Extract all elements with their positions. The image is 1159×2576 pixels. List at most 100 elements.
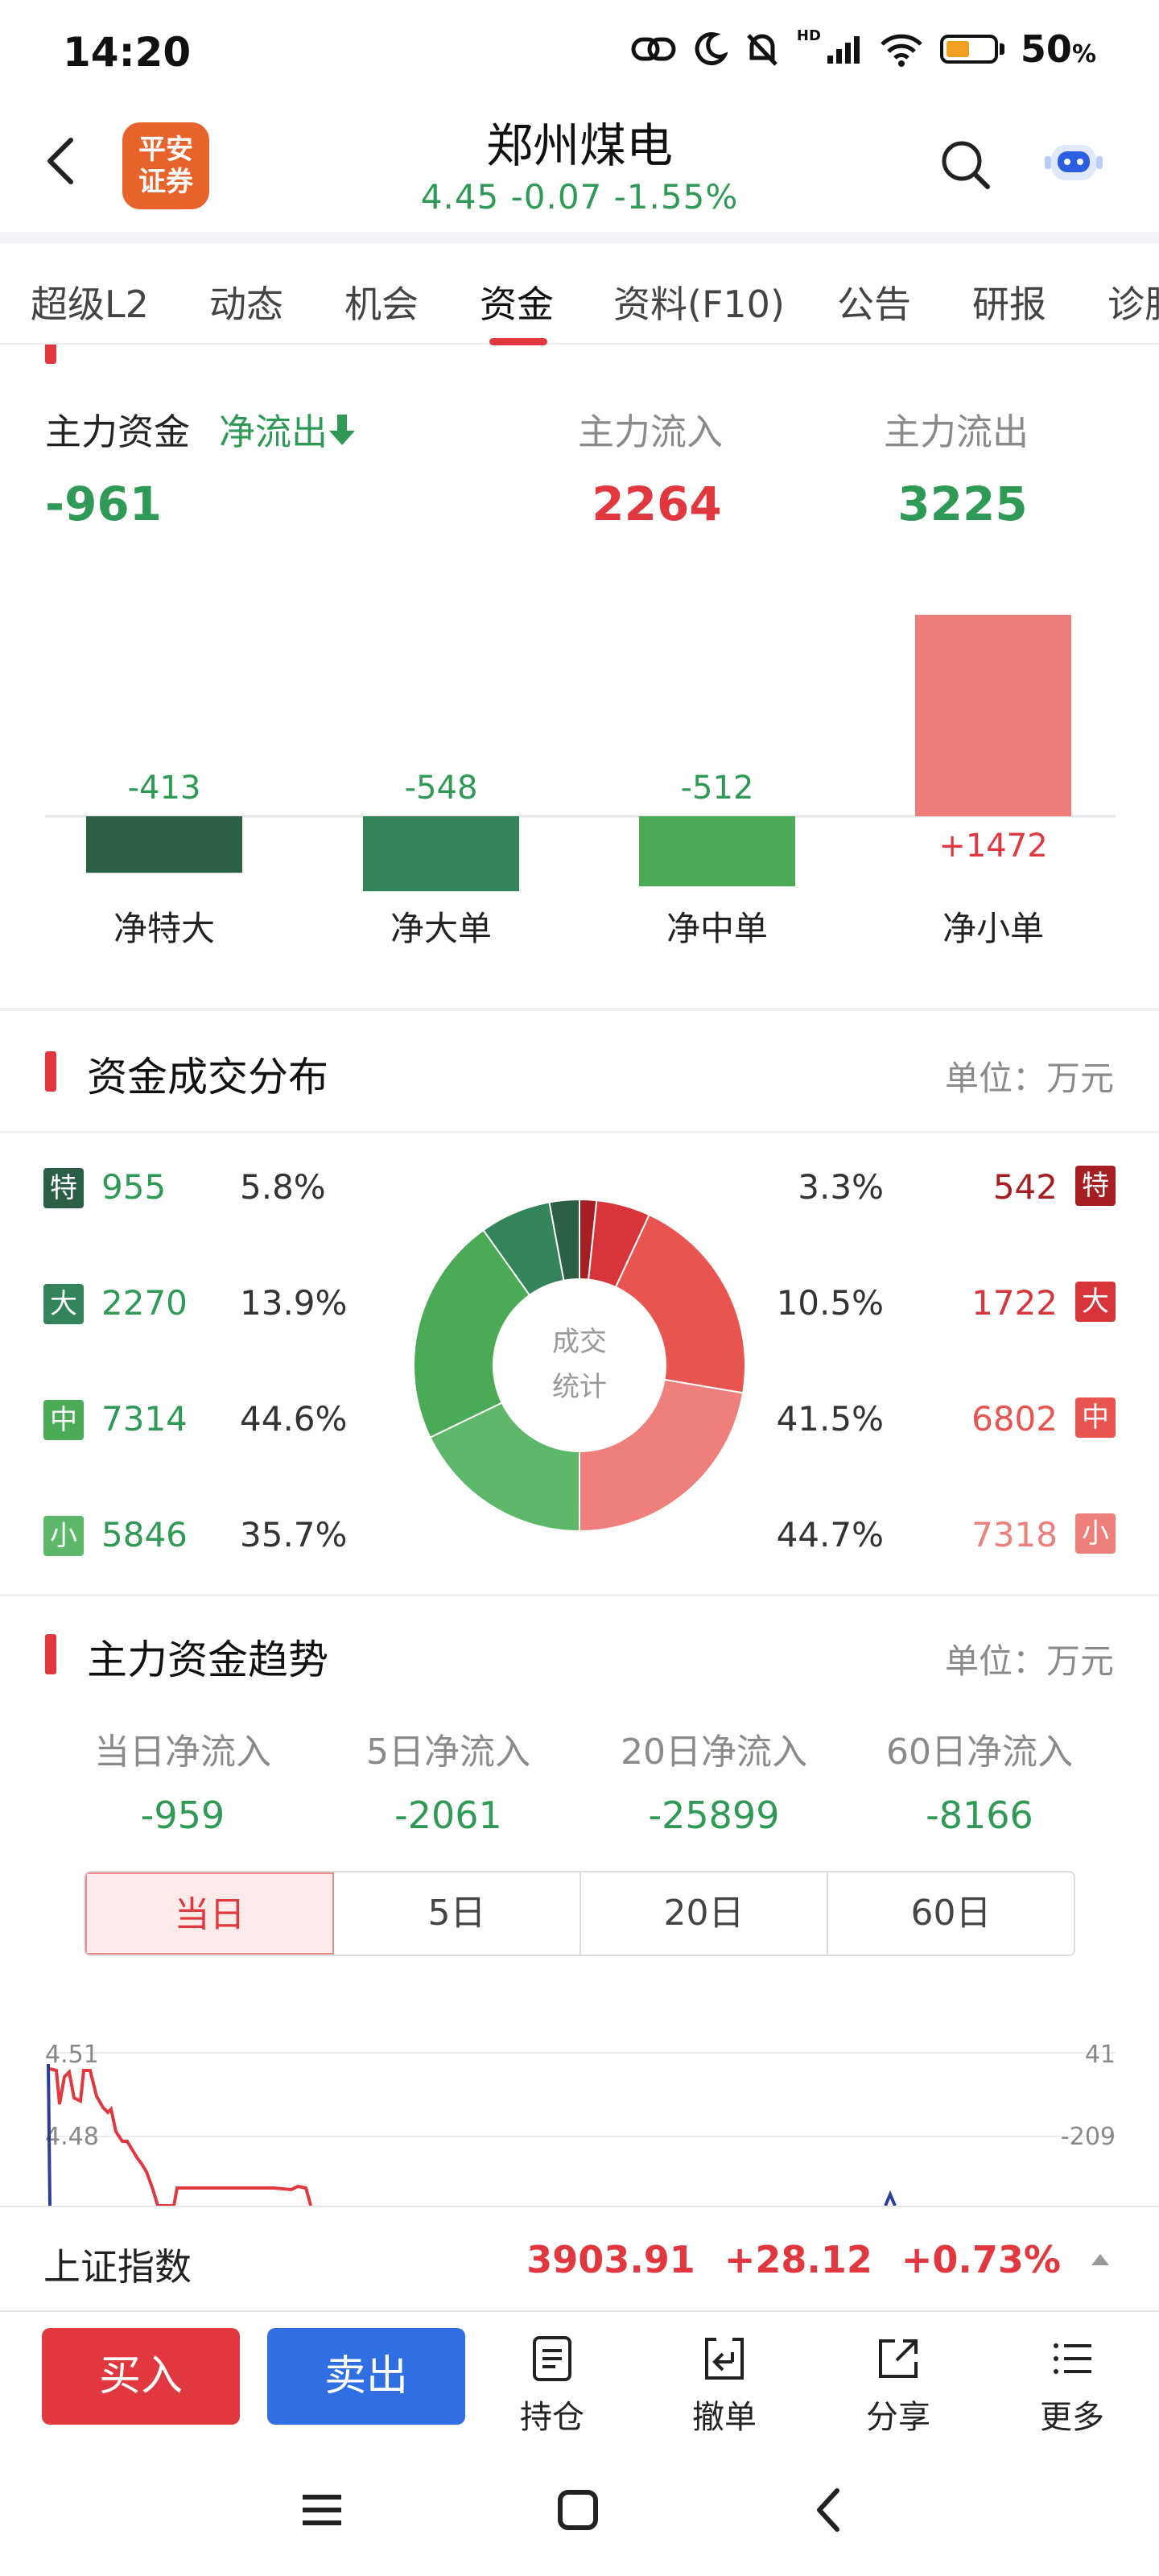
period-5d-button[interactable]: 5日 (334, 1872, 581, 1955)
capital-flow-line (47, 2063, 52, 2206)
axis-right-top: 41 (1085, 2041, 1116, 2069)
period-60d-button[interactable]: 60日 (910, 1893, 992, 1934)
battery-value: 50 (1020, 27, 1072, 71)
outflow-value: 3225 (897, 477, 1028, 531)
outflow-value: 955 (101, 1167, 167, 1207)
battery-unit: % (1071, 40, 1096, 68)
tab-announcements[interactable]: 公告 (837, 283, 911, 326)
app-header: 平安 证券 郑州煤电 4.45 -0.07 -1.55% (0, 105, 1159, 225)
donut-center-line2: 统计 (552, 1371, 607, 1403)
net-bar (86, 816, 242, 873)
net-bar (639, 816, 795, 887)
index-change-pct: +0.73% (901, 2238, 1061, 2281)
trend-line-chart: 4.51 4.48 41 -209 (32, 2029, 1127, 2206)
share-button[interactable]: 分享 (842, 2334, 955, 2438)
stock-price: 4.45 (420, 177, 500, 217)
trend-svg: 4.51 4.48 41 -209 (45, 2041, 1116, 2206)
net-bar (915, 614, 1071, 816)
net-bar-label: 净中单 (666, 909, 768, 948)
triangle-up-icon (1091, 2254, 1109, 2265)
stock-change-pct: -1.55% (613, 177, 739, 217)
badge-small: 小 (43, 1516, 84, 1556)
inflow-value: 6802 (971, 1399, 1058, 1439)
net-bar-label: 净特大 (113, 909, 215, 948)
index-value: 3903.91 (526, 2238, 695, 2281)
battery-level: 50% (1021, 27, 1096, 71)
index-values: 3903.91 +28.12 +0.73% (526, 2238, 1111, 2281)
inflow-value: 7318 (971, 1515, 1058, 1554)
badge-super: 特 (1075, 1166, 1116, 1206)
undo-order-icon (705, 2338, 744, 2380)
stock-name: 郑州煤电 (485, 118, 673, 173)
outflow-row-super: 特 955 5.8% (43, 1166, 326, 1214)
tab-research[interactable]: 研报 (972, 283, 1046, 326)
tab-diagnosis[interactable]: 诊股 (1107, 283, 1159, 326)
home-icon[interactable] (554, 2486, 602, 2534)
stock-quote: 4.45 -0.07 -1.55% (0, 177, 1159, 217)
trend-stat-label: 60日净流入 (886, 1732, 1073, 1773)
index-ticker-bar[interactable]: 上证指数 3903.91 +28.12 +0.73% (0, 2206, 1159, 2310)
inflow-row-super: 3.3% 542 特 (794, 1166, 1116, 1214)
net-status-text: 净流出 (219, 411, 328, 453)
net-bar (363, 816, 519, 892)
more-label: 更多 (1040, 2399, 1104, 2436)
scrolled-section-header (0, 345, 1159, 369)
main-capital-label: 主力资金 (45, 411, 191, 453)
menu-icon[interactable] (298, 2486, 346, 2534)
inflow-label: 主力流入 (578, 411, 724, 453)
tab-opportunity[interactable]: 机会 (344, 283, 419, 326)
period-today-button[interactable]: 当日 (85, 1872, 334, 1955)
broker-logo[interactable]: 平安 证券 (122, 122, 209, 209)
tab-f10[interactable]: 资料(F10) (613, 283, 785, 326)
inflow-value: 2264 (592, 477, 722, 531)
wifi-icon (881, 34, 922, 67)
net-bar-label: 净大单 (390, 909, 492, 948)
status-time: 14:20 (63, 29, 192, 76)
more-button[interactable]: 更多 (1016, 2334, 1128, 2438)
distribution-donut: 成交 统计 (413, 1198, 746, 1533)
outflow-pct: 44.6% (240, 1399, 348, 1439)
trend-stat-today: 当日净流入 -959 (50, 1723, 316, 1837)
trend-stat-label: 20日净流入 (621, 1732, 807, 1773)
badge-large: 大 (43, 1284, 84, 1324)
axis-right-mid: -209 (1061, 2123, 1116, 2151)
positions-button[interactable]: 持仓 (496, 2334, 608, 2438)
link-icon (631, 37, 676, 61)
axis-left-mid: 4.48 (45, 2123, 99, 2151)
outflow-label: 主力流出 (884, 411, 1029, 453)
net-bar-value: -548 (405, 770, 478, 807)
share-label: 分享 (866, 2399, 930, 2436)
period-20d-button[interactable]: 20日 (581, 1872, 828, 1955)
buy-button[interactable]: 买入 (42, 2328, 240, 2425)
status-icons: HD 50% (631, 27, 1096, 71)
period-switch: 当日 5日 20日 60日 (84, 1871, 1075, 1956)
back-button[interactable] (40, 129, 97, 193)
tab-l2[interactable]: 超级L2 (31, 283, 149, 326)
moon-icon (695, 32, 728, 66)
inflow-row-medium: 41.5% 6802 中 (777, 1397, 1116, 1446)
trend-stat-20d: 20日净流入 -25899 (581, 1723, 847, 1837)
trend-title: 主力资金趋势 (87, 1637, 328, 1683)
trend-stat-value: -2061 (394, 1794, 502, 1837)
cancel-order-button[interactable]: 撤单 (668, 2334, 781, 2438)
ai-assistant-icon[interactable] (1045, 134, 1103, 187)
net-bar-value: -512 (681, 770, 754, 807)
tab-capital[interactable]: 资金 (480, 283, 554, 326)
net-outflow-status: 净流出 (219, 402, 357, 455)
back-nav-icon[interactable] (805, 2486, 853, 2534)
inflow-row-small: 44.7% 7318 小 (777, 1513, 1116, 1562)
tab-news[interactable]: 动态 (209, 283, 283, 326)
distribution-title: 资金成交分布 (87, 1054, 328, 1100)
section-mark (45, 1634, 56, 1674)
mute-bell-icon (747, 34, 777, 66)
trend-stat-value: -8166 (926, 1794, 1033, 1837)
logo-line2: 证券 (138, 166, 193, 198)
search-icon[interactable] (938, 137, 994, 193)
outflow-value: 2270 (101, 1283, 188, 1323)
sell-button[interactable]: 卖出 (267, 2328, 465, 2425)
outflow-row-small: 小 5846 35.7% (43, 1513, 347, 1562)
index-change: +28.12 (724, 2238, 872, 2281)
inflow-pct: 3.3% (798, 1167, 884, 1207)
inflow-pct: 10.5% (776, 1283, 884, 1323)
system-nav-bar (0, 2447, 1159, 2576)
